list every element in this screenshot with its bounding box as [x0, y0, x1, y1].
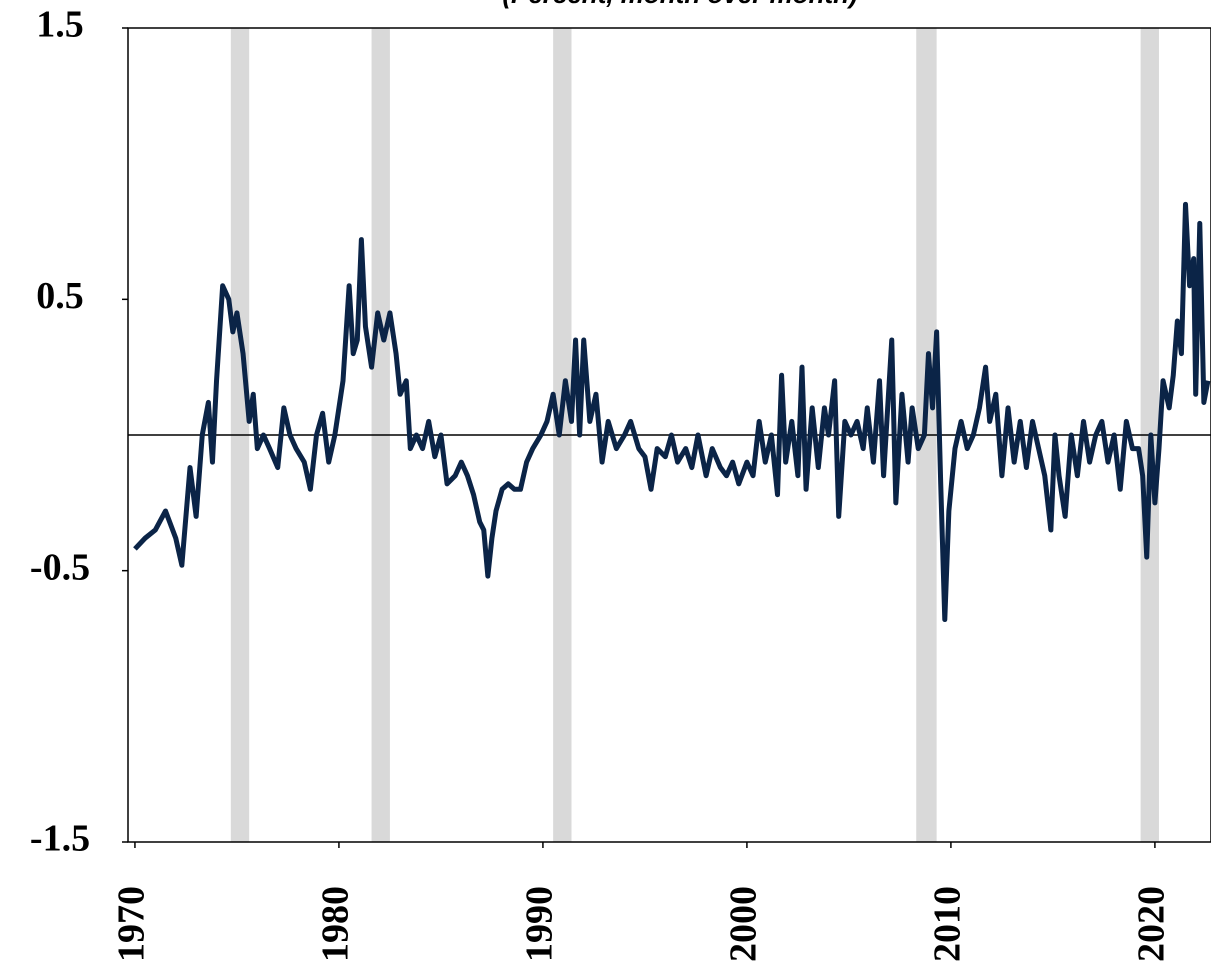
x-tick-label: 2000	[723, 886, 765, 962]
y-tick-label: 0.5	[36, 275, 84, 317]
y-tick-label: 1.5	[36, 4, 84, 46]
x-tick-label: 1970	[111, 886, 153, 962]
y-tick-label: -0.5	[30, 546, 90, 588]
y-tick-label: -1.5	[30, 818, 90, 860]
data-line	[133, 201, 1211, 623]
chart-subtitle: (Percent, month over month)	[502, 0, 857, 9]
x-tick-label: 1990	[519, 886, 561, 962]
x-tick-label: 2010	[927, 886, 969, 962]
x-tick-label: 1980	[315, 886, 357, 962]
x-tick-label: 2020	[1131, 886, 1173, 962]
plot-frame	[127, 27, 1211, 843]
